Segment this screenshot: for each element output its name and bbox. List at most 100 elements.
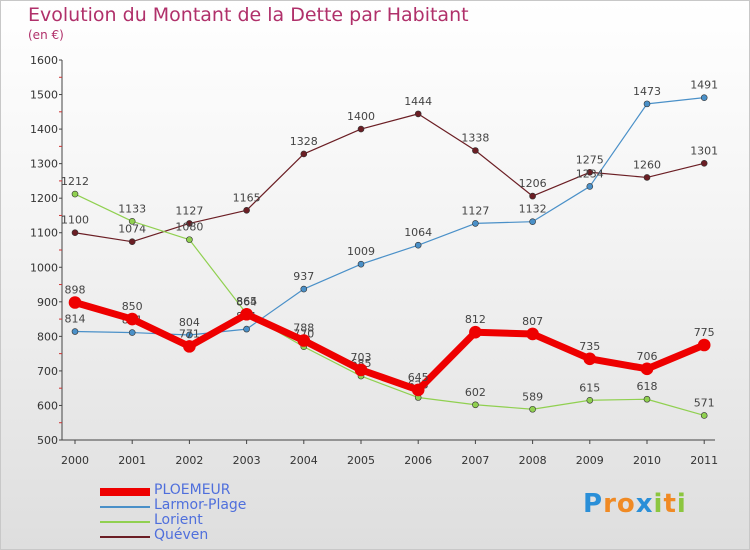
legend-label-ploemeur: PLOEMEUR — [154, 482, 231, 498]
data-point-qu-ven — [700, 159, 708, 167]
proxiti-logo: Proxiti — [583, 489, 687, 519]
x-tick-label: 2006 — [404, 454, 432, 467]
y-tick-label: 1300 — [30, 158, 58, 171]
data-label-qu-ven: 1206 — [519, 177, 547, 190]
x-tick-label: 2004 — [290, 454, 318, 467]
data-point-ploemeur — [240, 307, 253, 321]
data-point-ploemeur — [68, 296, 82, 309]
data-point-larmor-plage — [529, 218, 536, 225]
data-point-qu-ven — [643, 174, 651, 181]
data-label-ploemeur: 706 — [637, 350, 658, 363]
data-label-ploemeur: 703 — [351, 351, 372, 364]
logo-letter: r — [603, 489, 617, 519]
logo-letter: i — [653, 489, 664, 519]
data-label-lorient: 865 — [236, 295, 257, 308]
data-point-qu-ven — [186, 220, 193, 227]
data-label-lorient: 589 — [522, 390, 543, 403]
data-point-lorient — [586, 396, 594, 404]
data-point-ploemeur — [526, 327, 539, 341]
legend-swatch-larmor-plage — [100, 506, 150, 508]
data-label-ploemeur: 898 — [65, 284, 86, 297]
y-tick-label: 700 — [37, 365, 58, 378]
data-point-qu-ven — [529, 192, 536, 200]
data-label-qu-ven: 1260 — [633, 158, 661, 171]
y-tick-label: 1400 — [30, 123, 58, 136]
x-tick-label: 2005 — [347, 454, 375, 467]
data-label-lorient: 615 — [579, 381, 600, 394]
data-point-lorient — [128, 218, 136, 225]
data-label-ploemeur: 812 — [465, 313, 486, 326]
data-point-qu-ven — [300, 150, 308, 158]
data-point-qu-ven — [71, 229, 79, 237]
data-label-qu-ven: 1100 — [61, 214, 89, 227]
logo-letter: P — [583, 489, 604, 519]
data-point-larmor-plage — [357, 260, 365, 268]
data-label-larmor-plage: 814 — [65, 313, 86, 326]
data-point-qu-ven — [414, 110, 422, 118]
data-point-ploemeur — [183, 340, 196, 353]
data-point-qu-ven — [586, 168, 594, 176]
legend-label-lorient: Lorient — [154, 512, 203, 528]
logo-letter: i — [676, 489, 687, 519]
data-label-lorient: 1133 — [118, 202, 146, 215]
series-line-larmor-plage — [74, 97, 705, 336]
data-label-qu-ven: 1444 — [404, 95, 432, 108]
data-label-larmor-plage: 804 — [179, 316, 200, 329]
data-label-ploemeur: 771 — [179, 327, 200, 340]
data-point-lorient — [186, 236, 193, 243]
data-label-ploemeur: 807 — [522, 315, 543, 328]
data-point-lorient — [529, 405, 536, 413]
x-tick-label: 2008 — [519, 454, 547, 467]
data-label-qu-ven: 1301 — [690, 144, 718, 157]
data-point-larmor-plage — [128, 329, 136, 336]
y-tick-label: 1100 — [30, 227, 58, 240]
data-point-larmor-plage — [243, 325, 250, 333]
series-line-ploemeur — [71, 299, 708, 394]
y-tick-label: 800 — [37, 330, 58, 343]
data-label-ploemeur: 645 — [408, 371, 429, 384]
data-point-larmor-plage — [700, 94, 708, 101]
data-label-ploemeur: 788 — [293, 322, 314, 335]
data-label-qu-ven: 1127 — [175, 204, 203, 217]
data-point-qu-ven — [472, 147, 479, 154]
data-label-qu-ven: 1338 — [461, 132, 489, 145]
data-label-larmor-plage: 1132 — [519, 203, 547, 216]
data-point-qu-ven — [128, 238, 136, 246]
x-tick-label: 2011 — [690, 454, 718, 467]
data-point-qu-ven — [243, 206, 250, 214]
data-point-ploemeur — [411, 383, 425, 397]
x-tick-label: 2007 — [461, 454, 489, 467]
data-point-larmor-plage — [300, 285, 308, 293]
data-label-larmor-plage: 937 — [293, 270, 314, 283]
data-point-larmor-plage — [643, 100, 651, 108]
logo-letter: o — [616, 489, 636, 519]
y-tick-label: 1200 — [30, 192, 58, 205]
data-label-qu-ven: 1074 — [118, 223, 146, 236]
data-label-ploemeur: 864 — [236, 295, 257, 308]
legend-swatch-lorient — [100, 521, 150, 523]
chart-subtitle: (en €) — [28, 28, 64, 42]
data-label-larmor-plage: 1491 — [690, 79, 718, 92]
data-point-larmor-plage — [586, 183, 594, 190]
y-tick-label: 1600 — [30, 54, 58, 67]
data-label-ploemeur: 775 — [694, 326, 715, 339]
data-point-larmor-plage — [472, 220, 479, 227]
data-point-qu-ven — [357, 125, 365, 133]
data-label-lorient: 1080 — [175, 221, 203, 234]
series-line-lorient — [74, 193, 705, 417]
x-tick-label: 2001 — [118, 454, 146, 467]
y-tick-label: 1500 — [30, 89, 58, 102]
logo-letter: t — [663, 489, 677, 519]
data-label-ploemeur: 735 — [579, 340, 600, 353]
data-label-lorient: 571 — [694, 396, 715, 409]
data-label-lorient: 618 — [637, 380, 658, 393]
data-label-qu-ven: 1275 — [576, 153, 604, 166]
data-label-larmor-plage: 1127 — [461, 204, 489, 217]
data-point-ploemeur — [125, 312, 139, 326]
data-point-lorient — [700, 412, 708, 419]
legend-swatch-queven — [100, 536, 150, 538]
y-tick-label: 900 — [37, 296, 58, 309]
legend-swatch-ploemeur — [100, 488, 150, 496]
